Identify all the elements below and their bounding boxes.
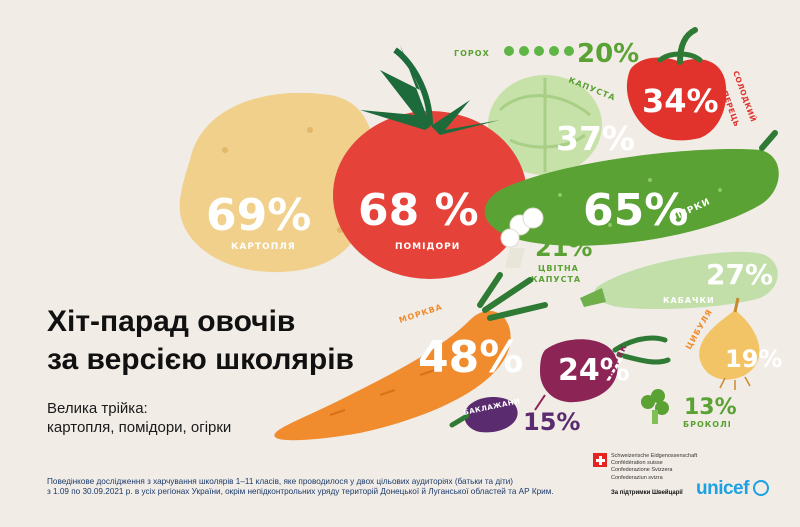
swiss-names: Schweizerische Eidgenossenschaft Confédé… [611, 453, 697, 482]
cabbage-percent: 37% [556, 119, 635, 158]
tomato-label: ПОМІДОРИ [395, 242, 460, 252]
swiss-name-rm: Confederaziun svizra [611, 474, 663, 481]
potato-percent: 69% [206, 190, 311, 241]
page-title: Хіт-парад овочів за версією школярів [47, 303, 354, 379]
onion-percent: 19% [725, 345, 782, 373]
tomato-percent: 68 % [358, 185, 479, 236]
potato-icon [179, 92, 375, 273]
page-subtitle: Велика трійка: картопля, помідори, огірк… [47, 399, 231, 437]
title-line-1: Хіт-парад овочів [47, 305, 296, 338]
potato-label: КАРТОПЛЯ [231, 242, 296, 252]
tomato-icon [333, 45, 527, 279]
broccoli-icon [641, 389, 669, 424]
swiss-name-de: Schweizerische Eidgenossenschaft [611, 453, 698, 459]
footnote: Поведінкове дослідження з харчування шко… [47, 477, 554, 497]
cucumber-icon [484, 130, 779, 246]
cauliflower-label-line1: ЦВІТНА [538, 264, 579, 273]
subtitle-line-1: Велика трійка: [47, 400, 148, 417]
carrot-label: МОРКВА [398, 302, 444, 325]
swiss-support-text: За підтримки Швейцарії [611, 490, 683, 496]
swiss-name-it: Confederazione Svizzera [611, 467, 673, 474]
unicef-logo: unicef [696, 478, 749, 499]
subtitle-line-2: картопля, помідори, огірки [47, 419, 232, 436]
footnote-line-1: Поведінкове дослідження з харчування шко… [47, 477, 513, 486]
eggplant-percent: 15% [523, 408, 580, 436]
broccoli-percent: 13% [684, 395, 737, 420]
zucchini-percent: 27% [706, 258, 773, 291]
carrot-percent: 48% [418, 332, 523, 383]
zucchini-label: КАБАЧКИ [663, 296, 715, 305]
eggplant-icon [449, 396, 518, 433]
broccoli-label: БРОКОЛІ [683, 420, 732, 429]
carrot-icon [274, 272, 548, 441]
cauliflower-label-line2: КАПУСТА [531, 275, 581, 284]
onion-icon [699, 297, 760, 390]
swiss-cross-icon [593, 453, 607, 467]
zucchini-icon [580, 251, 778, 310]
beet-percent: 24% [558, 353, 630, 388]
cauliflower-percent: 21% [535, 234, 592, 262]
cucumber-percent: 65% [583, 185, 688, 236]
cabbage-icon [488, 75, 602, 175]
unicef-globe-icon [753, 480, 769, 496]
pepper-icon [626, 27, 727, 141]
swiss-name-fr: Confédération suisse [611, 460, 663, 467]
peas-percent: 20% [577, 39, 639, 69]
peas-label: ГОРОХ [454, 49, 490, 58]
beet-icon [534, 335, 671, 411]
pepper-percent: 34% [642, 82, 719, 120]
cauliflower-icon [500, 207, 544, 268]
title-line-2: за версією школярів [47, 343, 355, 376]
footnote-line-2: з 1.09 по 30.09.2021 р. в усіх регіонах … [47, 487, 554, 496]
peas-icon [504, 46, 574, 56]
